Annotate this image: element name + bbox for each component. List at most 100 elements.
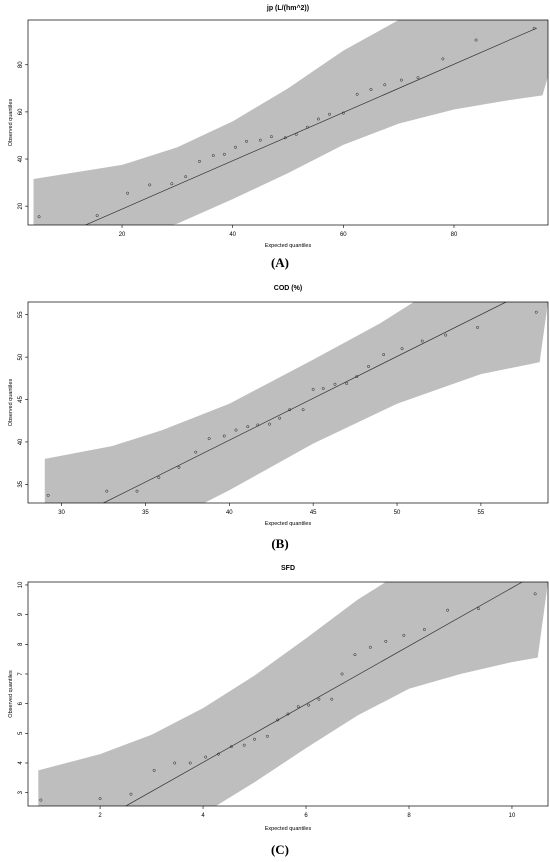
chart-1-plot-frame <box>27 19 549 226</box>
chart-2-point-4 <box>157 476 161 480</box>
chart-3-point-1 <box>39 798 43 802</box>
chart-1-point-15 <box>294 132 298 136</box>
chart-1-point-9 <box>222 152 226 156</box>
chart-3: 2 4 6 8 10 3 4 5 6 7 8 9 10 SFD Expected quantiles Obse… <box>8 565 549 857</box>
chart-1-point-26 <box>474 38 478 42</box>
chart-2-y-tick-label: 50 <box>18 353 24 360</box>
chart-3-y-tick-label: 8 <box>18 642 24 646</box>
chart-1-point-2 <box>95 214 99 218</box>
chart-2-point-27 <box>534 310 538 314</box>
chart-1-point-22 <box>383 83 387 87</box>
chart-1-point-19 <box>341 111 345 115</box>
chart-2-point-5 <box>177 465 181 469</box>
chart-1-point-1 <box>37 215 41 219</box>
chart-2-x-tick-label: 55 <box>478 510 485 516</box>
chart-1-y-tick-label: 20 <box>18 202 24 209</box>
chart-3-x-tick-label: 4 <box>201 813 205 819</box>
chart-2-point-1 <box>46 493 50 497</box>
chart-3-point-4 <box>152 768 156 772</box>
chart-1-x-axis-label: Expected quantiles <box>265 243 312 249</box>
chart-1-point-12 <box>258 138 262 142</box>
chart-1: 20 40 60 80 20 40 60 80 jp (L/(hm^2)) Expected qu… <box>8 4 549 270</box>
chart-3-point-13 <box>276 718 280 722</box>
chart-3-point-27 <box>533 592 537 596</box>
chart-1-point-21 <box>369 88 373 91</box>
chart-3-point-11 <box>253 737 256 741</box>
chart-1-y-tick-label: 80 <box>18 61 24 68</box>
chart-2-y-axis-label: Observed quantiles <box>8 379 14 427</box>
chart-1-y-tick-label: 40 <box>18 155 24 162</box>
chart-3-point-5 <box>173 761 177 765</box>
chart-2-point-9 <box>234 428 238 432</box>
chart-2-y-tick-label: 40 <box>18 438 24 445</box>
chart-3-point-7 <box>204 755 208 759</box>
chart-1-y-axis-label: Observed quantiles <box>8 99 14 147</box>
chart-3-point-17 <box>317 697 321 701</box>
chart-3-point-18 <box>330 697 334 701</box>
chart-3-panel-label: (C) <box>271 842 289 857</box>
chart-1-x-tick-label: 20 <box>119 232 126 238</box>
chart-3-plot-frame <box>27 581 549 807</box>
chart-3-y-tick-label: 5 <box>18 731 24 735</box>
chart-1-point-16 <box>305 125 309 129</box>
chart-3-title: SFD <box>281 565 295 572</box>
chart-3-point-3 <box>129 792 133 796</box>
chart-3-point-22 <box>384 639 388 643</box>
chart-2-point-6 <box>194 450 198 454</box>
chart-1-point-10 <box>233 145 237 149</box>
chart-1-point-7 <box>198 159 201 163</box>
chart-1-point-25 <box>441 57 445 61</box>
chart-1-point-11 <box>245 139 248 143</box>
chart-2-y-tick-label: 45 <box>18 396 24 403</box>
chart-2-point-14 <box>288 408 292 412</box>
chart-2-point-18 <box>333 382 337 386</box>
chart-3-point-9 <box>229 745 233 749</box>
chart-3-y-tick-label: 3 <box>18 790 24 794</box>
chart-3-point-24 <box>422 628 426 631</box>
chart-2-point-21 <box>367 365 370 368</box>
chart-2-point-3 <box>135 489 139 493</box>
chart-2-point-12 <box>268 422 271 426</box>
chart-2-y-tick-label: 55 <box>18 311 24 318</box>
chart-2-point-24 <box>420 339 424 343</box>
chart-3-point-26 <box>477 607 480 611</box>
chart-3-y-tick-label: 9 <box>18 612 24 616</box>
chart-1-confidence-band <box>33 20 548 225</box>
chart-3-x-tick-label: 10 <box>509 813 516 819</box>
chart-1-point-14 <box>283 136 287 140</box>
chart-2-point-20 <box>355 375 359 379</box>
chart-2-point-23 <box>400 347 404 351</box>
chart-1-x-tick-label: 40 <box>229 232 236 238</box>
chart-2-y-tick-label: 35 <box>18 480 24 487</box>
chart-2-x-tick-label: 50 <box>394 510 401 516</box>
chart-1-point-18 <box>328 112 331 116</box>
chart-3-x-tick-label: 8 <box>407 813 411 819</box>
chart-2-reference-line <box>103 302 507 503</box>
chart-1-y-tick-label: 60 <box>18 108 24 115</box>
chart-2-point-16 <box>311 387 315 391</box>
chart-2-point-10 <box>246 425 250 429</box>
chart-3-point-2 <box>98 797 102 801</box>
chart-1-point-23 <box>399 78 403 82</box>
chart-2-point-26 <box>476 325 479 329</box>
chart-2-point-2 <box>105 489 109 493</box>
chart-2-point-11 <box>256 423 260 427</box>
chart-1-point-3 <box>126 191 130 195</box>
chart-1-point-17 <box>316 117 320 121</box>
chart-3-x-tick-label: 2 <box>98 813 102 819</box>
chart-1-x-tick-label: 60 <box>340 232 347 238</box>
chart-3-point-14 <box>286 712 290 716</box>
chart-3-y-tick-label: 7 <box>18 672 24 676</box>
chart-2-x-tick-label: 30 <box>58 510 65 516</box>
chart-1-point-5 <box>170 182 174 186</box>
chart-1-panel-label: (A) <box>271 255 289 270</box>
chart-2-confidence-band <box>44 302 548 503</box>
chart-3-confidence-band <box>38 582 548 806</box>
chart-2-point-15 <box>301 408 305 412</box>
chart-2-point-17 <box>321 387 325 390</box>
chart-3-point-21 <box>368 645 372 649</box>
chart-2-point-22 <box>382 353 386 357</box>
chart-1-title: jp (L/(hm^2)) <box>266 4 309 12</box>
chart-3-point-25 <box>446 608 450 612</box>
chart-3-point-12 <box>265 734 269 738</box>
